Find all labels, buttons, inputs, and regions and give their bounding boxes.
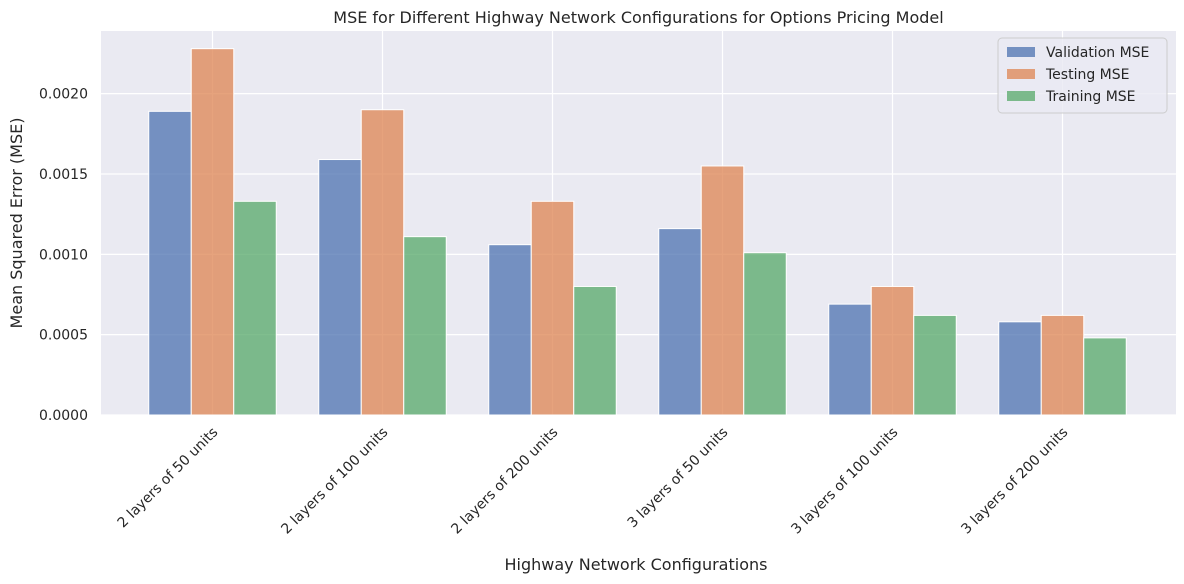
legend-swatch bbox=[1007, 91, 1035, 101]
bar-validation-mse-0 bbox=[148, 110, 192, 416]
legend-label: Testing MSE bbox=[1045, 67, 1129, 83]
x-tick-label: 3 layers of 50 units bbox=[625, 425, 732, 532]
bar-training-mse-4 bbox=[913, 314, 957, 416]
x-tick-label: 2 layers of 50 units bbox=[115, 425, 222, 532]
plot-background bbox=[101, 31, 1176, 415]
legend: Validation MSE Testing MSE Training MSE bbox=[997, 37, 1168, 114]
x-axis-label: Highway Network Configurations bbox=[505, 555, 768, 574]
bar-testing-mse-5 bbox=[1040, 314, 1085, 416]
legend-swatch bbox=[1007, 69, 1035, 79]
y-axis-ticks: 0.0000 0.0005 0.0010 0.0015 0.0020 bbox=[39, 87, 88, 424]
legend-label: Training MSE bbox=[1045, 89, 1136, 105]
bar-validation-mse-5 bbox=[998, 321, 1042, 416]
chart-title: MSE for Different Highway Network Config… bbox=[333, 8, 943, 27]
x-axis-ticks: 2 layers of 50 units 2 layers of 100 unit… bbox=[115, 425, 1072, 538]
bar-validation-mse-3 bbox=[658, 228, 702, 416]
legend-label: Validation MSE bbox=[1046, 45, 1149, 61]
y-tick-label: 0.0015 bbox=[39, 167, 88, 183]
bar-testing-mse-2 bbox=[530, 200, 575, 416]
bar-training-mse-2 bbox=[573, 285, 617, 416]
y-tick-label: 0.0005 bbox=[39, 328, 88, 344]
bars bbox=[148, 48, 1127, 416]
legend-swatch bbox=[1007, 47, 1035, 57]
x-tick-label: 2 layers of 100 units bbox=[278, 425, 391, 538]
y-tick-label: 0.0010 bbox=[39, 247, 88, 263]
x-tick-label: 3 layers of 100 units bbox=[788, 425, 901, 538]
bar-training-mse-3 bbox=[743, 252, 787, 416]
bar-training-mse-0 bbox=[233, 200, 277, 416]
bar-training-mse-5 bbox=[1083, 337, 1127, 416]
bar-testing-mse-0 bbox=[190, 48, 235, 416]
x-tick-label: 2 layers of 200 units bbox=[448, 425, 561, 538]
bar-testing-mse-3 bbox=[700, 165, 745, 416]
bar-validation-mse-1 bbox=[318, 159, 362, 416]
bar-testing-mse-4 bbox=[870, 285, 915, 416]
y-tick-label: 0.0020 bbox=[39, 87, 88, 103]
x-tick-label: 3 layers of 200 units bbox=[958, 425, 1071, 538]
bar-testing-mse-1 bbox=[360, 109, 405, 416]
bar-validation-mse-2 bbox=[488, 244, 532, 416]
legend-box bbox=[997, 37, 1168, 114]
bar-validation-mse-4 bbox=[828, 303, 872, 416]
y-tick-label: 0.0000 bbox=[39, 408, 88, 424]
y-axis-label: Mean Squared Error (MSE) bbox=[7, 118, 26, 329]
bar-training-mse-1 bbox=[403, 236, 447, 416]
